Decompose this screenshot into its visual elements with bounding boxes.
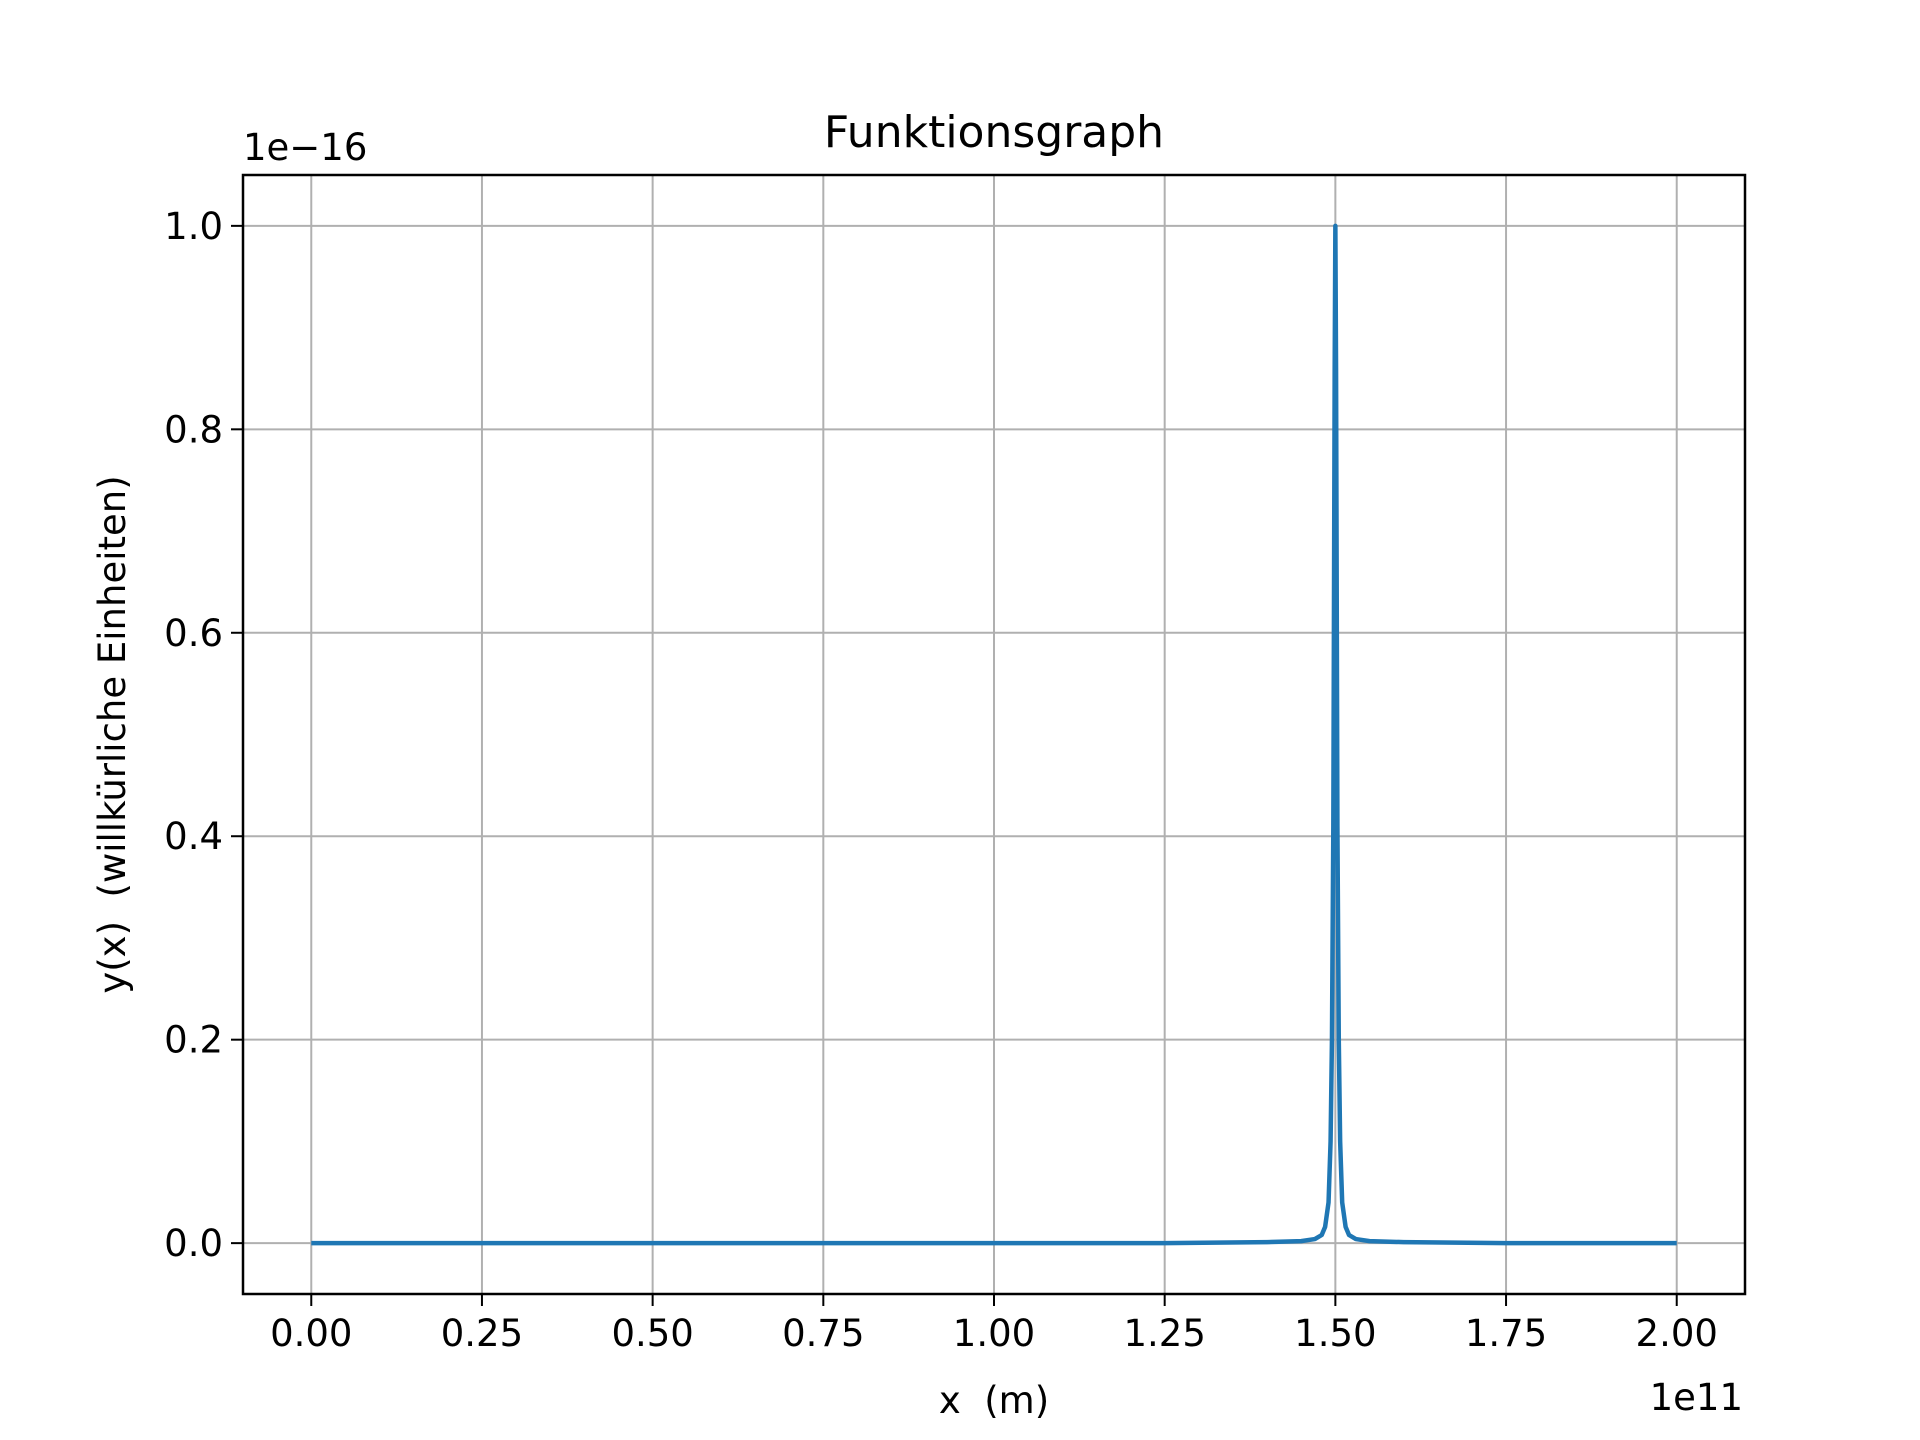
chart-title: Funktionsgraph — [824, 107, 1164, 158]
x-tick-label: 1.75 — [1465, 1312, 1547, 1355]
grid — [243, 175, 1745, 1294]
y-tick-label: 0.0 — [164, 1222, 223, 1265]
x-tick-label: 0.25 — [441, 1312, 523, 1355]
x-tick-label: 0.00 — [270, 1312, 352, 1355]
y-tick-label: 0.2 — [164, 1019, 223, 1062]
x-tick-label: 1.50 — [1294, 1312, 1376, 1355]
x-tick-label: 0.50 — [611, 1312, 693, 1355]
y-tick-label: 1.0 — [164, 205, 223, 248]
series-layer — [311, 223, 1677, 1246]
x-tick-label: 0.75 — [782, 1312, 864, 1355]
x-tick-label: 1.25 — [1123, 1312, 1205, 1355]
y-axis-title: y(x) (willkürliche Einheiten) — [91, 475, 134, 993]
y-axis-offset-label: 1e−16 — [243, 126, 367, 169]
series-line — [311, 223, 1677, 1246]
x-tick-label: 1.00 — [953, 1312, 1035, 1355]
x-axis-offset-label: 1e11 — [1650, 1376, 1743, 1419]
y-tick-label: 0.8 — [164, 408, 223, 451]
y-tick-label: 0.4 — [164, 815, 223, 858]
y-tick-label: 0.6 — [164, 612, 223, 655]
x-tick-label: 2.00 — [1636, 1312, 1718, 1355]
x-axis-title: x (m) — [939, 1379, 1049, 1422]
ticks: 0.00 0.25 0.50 0.75 1.00 1.25 1.50 1.75 2.00 0.0 0… — [164, 205, 1718, 1355]
